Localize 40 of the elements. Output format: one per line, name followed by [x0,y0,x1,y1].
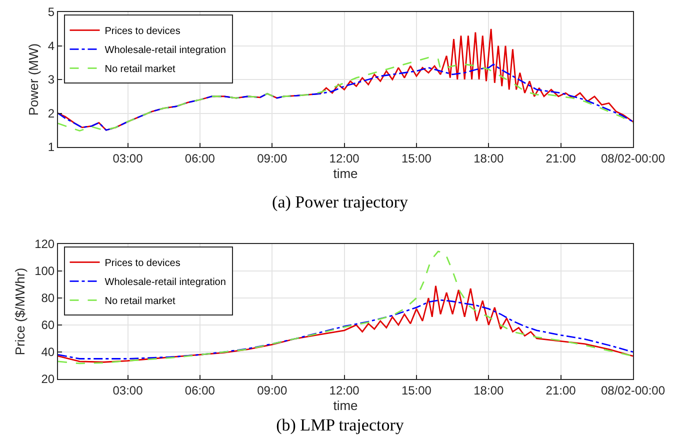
y-tick-label: 20 [41,372,55,386]
legend-label: Wholesale-retail integration [104,277,226,288]
x-tick-label: 09:00 [257,383,288,398]
y-tick-label: 1 [48,140,55,154]
x-tick-label: 09:00 [257,151,288,166]
x-axis-title: time [333,398,358,413]
x-tick-label: 15:00 [401,151,432,166]
x-tick-label: 06:00 [184,383,216,398]
y-tick-label: 80 [41,291,55,306]
legend-label: No retail market [104,64,176,76]
y-tick-label: 3 [48,72,55,87]
line-series [58,250,633,364]
x-axis-title: time [333,166,358,181]
legend-label: Prices to devices [104,258,180,270]
text: (b) LMP trajectory [276,416,404,435]
x-tick-label: 03:00 [112,383,144,398]
y-axis-title: Price ($/MWhr) [12,268,28,356]
x-tick-label: 12:00 [329,151,360,166]
legend-label: Wholesale-retail integration [104,45,226,56]
y-tick-label: 4 [48,38,55,53]
y-tick-label: 120 [34,237,55,252]
legend-label: Prices to devices [104,26,180,38]
text: (a) Power trajectory [272,192,408,212]
y-tick-label: 60 [41,318,55,332]
x-tick-label: 21:00 [546,383,576,398]
x-tick-label: 18:00 [474,383,504,398]
y-tick-label: 2 [48,106,55,120]
x-tick-label: 21:00 [546,151,576,166]
x-tick-label: 18:00 [474,151,504,166]
x-tick-label: 08/02-00:00 [600,151,666,166]
x-tick-label: 08/02-00:00 [600,383,666,398]
x-tick-label: 15:00 [401,383,432,398]
x-tick-label: 06:00 [184,151,216,166]
y-tick-label: 5 [48,5,55,20]
x-tick-label: 12:00 [329,383,360,398]
y-tick-label: 100 [34,264,55,278]
y-axis-title: Power (MW) [26,43,41,116]
y-tick-label: 40 [41,345,55,360]
x-tick-label: 03:00 [112,151,144,166]
legend-label: No retail market [104,296,176,308]
